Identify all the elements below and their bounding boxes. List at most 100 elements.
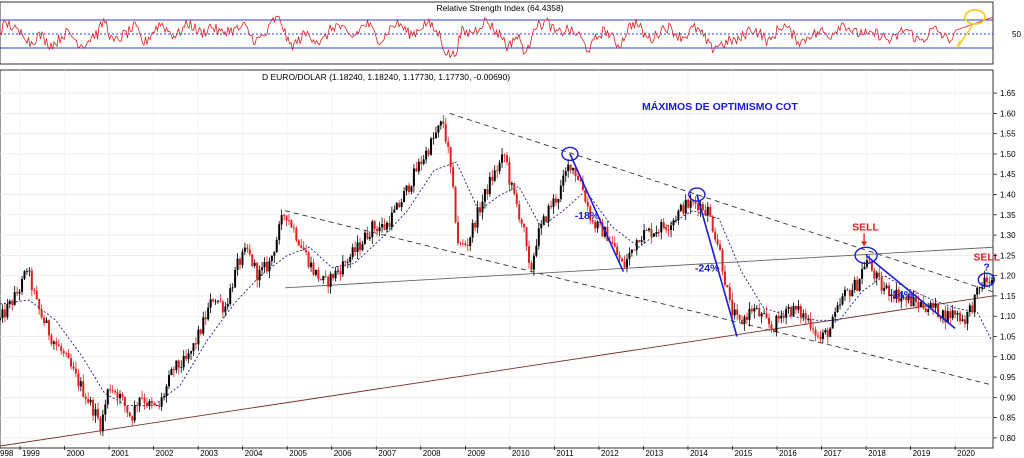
candle-body [792, 305, 795, 316]
candle-body [501, 154, 504, 163]
candle-body [55, 341, 58, 345]
candle-body [696, 203, 699, 211]
candle-body [43, 317, 46, 324]
candle-body [314, 269, 317, 275]
x-tick-label: 1999 [22, 449, 40, 458]
candle-body [13, 292, 16, 305]
candle-body [133, 405, 136, 421]
candle-body [212, 299, 215, 302]
candle-body [231, 287, 234, 289]
trend-line [284, 210, 994, 386]
candle-body [907, 296, 910, 301]
candle-body [728, 287, 731, 301]
x-tick-label: 2019 [913, 449, 931, 458]
candle-body [895, 289, 898, 299]
candle-body [214, 301, 217, 303]
candle-body [175, 360, 178, 371]
candle-body [481, 201, 484, 213]
candle-body [848, 290, 851, 297]
candle-body [530, 262, 533, 270]
candle-body [359, 242, 362, 251]
candle-body [939, 317, 942, 319]
candle-body [491, 176, 494, 181]
candle-body [505, 155, 508, 162]
candle-body [121, 394, 124, 398]
candles [0, 114, 993, 437]
sell-label: SELL [973, 252, 1000, 264]
candle-body [268, 261, 271, 272]
x-tick-label: 2015 [735, 449, 753, 458]
candle-body [618, 255, 621, 259]
candle-body [689, 200, 692, 208]
candle-body [601, 222, 604, 237]
candle-body [581, 180, 584, 191]
candle-body [104, 404, 107, 415]
candle-body [814, 329, 817, 336]
candle-body [89, 399, 92, 403]
candle-body [868, 260, 871, 262]
candle-body [486, 189, 489, 195]
y-tick-label: 1.30 [1000, 231, 1016, 240]
candle-body [888, 285, 891, 296]
candle-body [748, 308, 751, 320]
candle-body [476, 207, 479, 228]
x-tick-label: 2002 [156, 449, 174, 458]
top-circle [561, 146, 579, 162]
candle-body [829, 328, 832, 337]
candle-body [562, 175, 565, 186]
candle-body [452, 167, 455, 187]
candle-body [319, 279, 322, 281]
candle-body [782, 315, 785, 318]
candle-body [672, 220, 675, 226]
candle-body [322, 276, 325, 281]
candle-body [910, 296, 913, 307]
candle-body [239, 258, 242, 265]
candle-body [459, 242, 462, 244]
x-tick-label: 998 [0, 449, 14, 458]
x-tick-label: 2012 [601, 449, 619, 458]
candle-body [371, 221, 374, 238]
candle-body [136, 405, 139, 407]
candle-body [591, 220, 594, 222]
candle-body [679, 204, 682, 211]
moving-average [0, 161, 993, 406]
candle-body [802, 313, 805, 318]
candle-body [528, 246, 531, 263]
candle-body [971, 305, 974, 313]
candle-body [959, 312, 962, 322]
candle-body [197, 329, 200, 345]
candle-body [897, 289, 900, 302]
x-tick-label: 2014 [690, 449, 708, 458]
candle-body [383, 224, 386, 230]
candle-body [596, 221, 599, 229]
candle-body [185, 355, 188, 359]
candle-body [25, 270, 28, 272]
candle-body [141, 397, 144, 399]
candle-body [532, 255, 535, 270]
candle-body [579, 179, 582, 181]
candle-body [785, 308, 788, 318]
candle-body [557, 199, 560, 203]
price-panel-frame [0, 69, 994, 449]
candle-body [797, 306, 800, 310]
candle-body [937, 303, 940, 318]
candle-body [275, 239, 278, 253]
x-tick-label: 2020 [957, 449, 975, 458]
candle-body [312, 262, 315, 275]
candle-body [483, 189, 486, 202]
candle-body [706, 206, 709, 216]
candle-body [648, 228, 651, 231]
candle-body [363, 232, 366, 245]
candle-body [525, 227, 528, 247]
candle-body [665, 227, 668, 230]
candle-body [261, 267, 264, 270]
candle-body [234, 269, 237, 288]
candle-body [190, 351, 193, 354]
candle-body [885, 285, 888, 289]
candle-body [841, 296, 844, 305]
candle-body [807, 318, 810, 320]
candle-body [21, 278, 24, 292]
candle-body [373, 221, 376, 229]
candle-body [643, 230, 646, 241]
candle-body [361, 244, 364, 251]
